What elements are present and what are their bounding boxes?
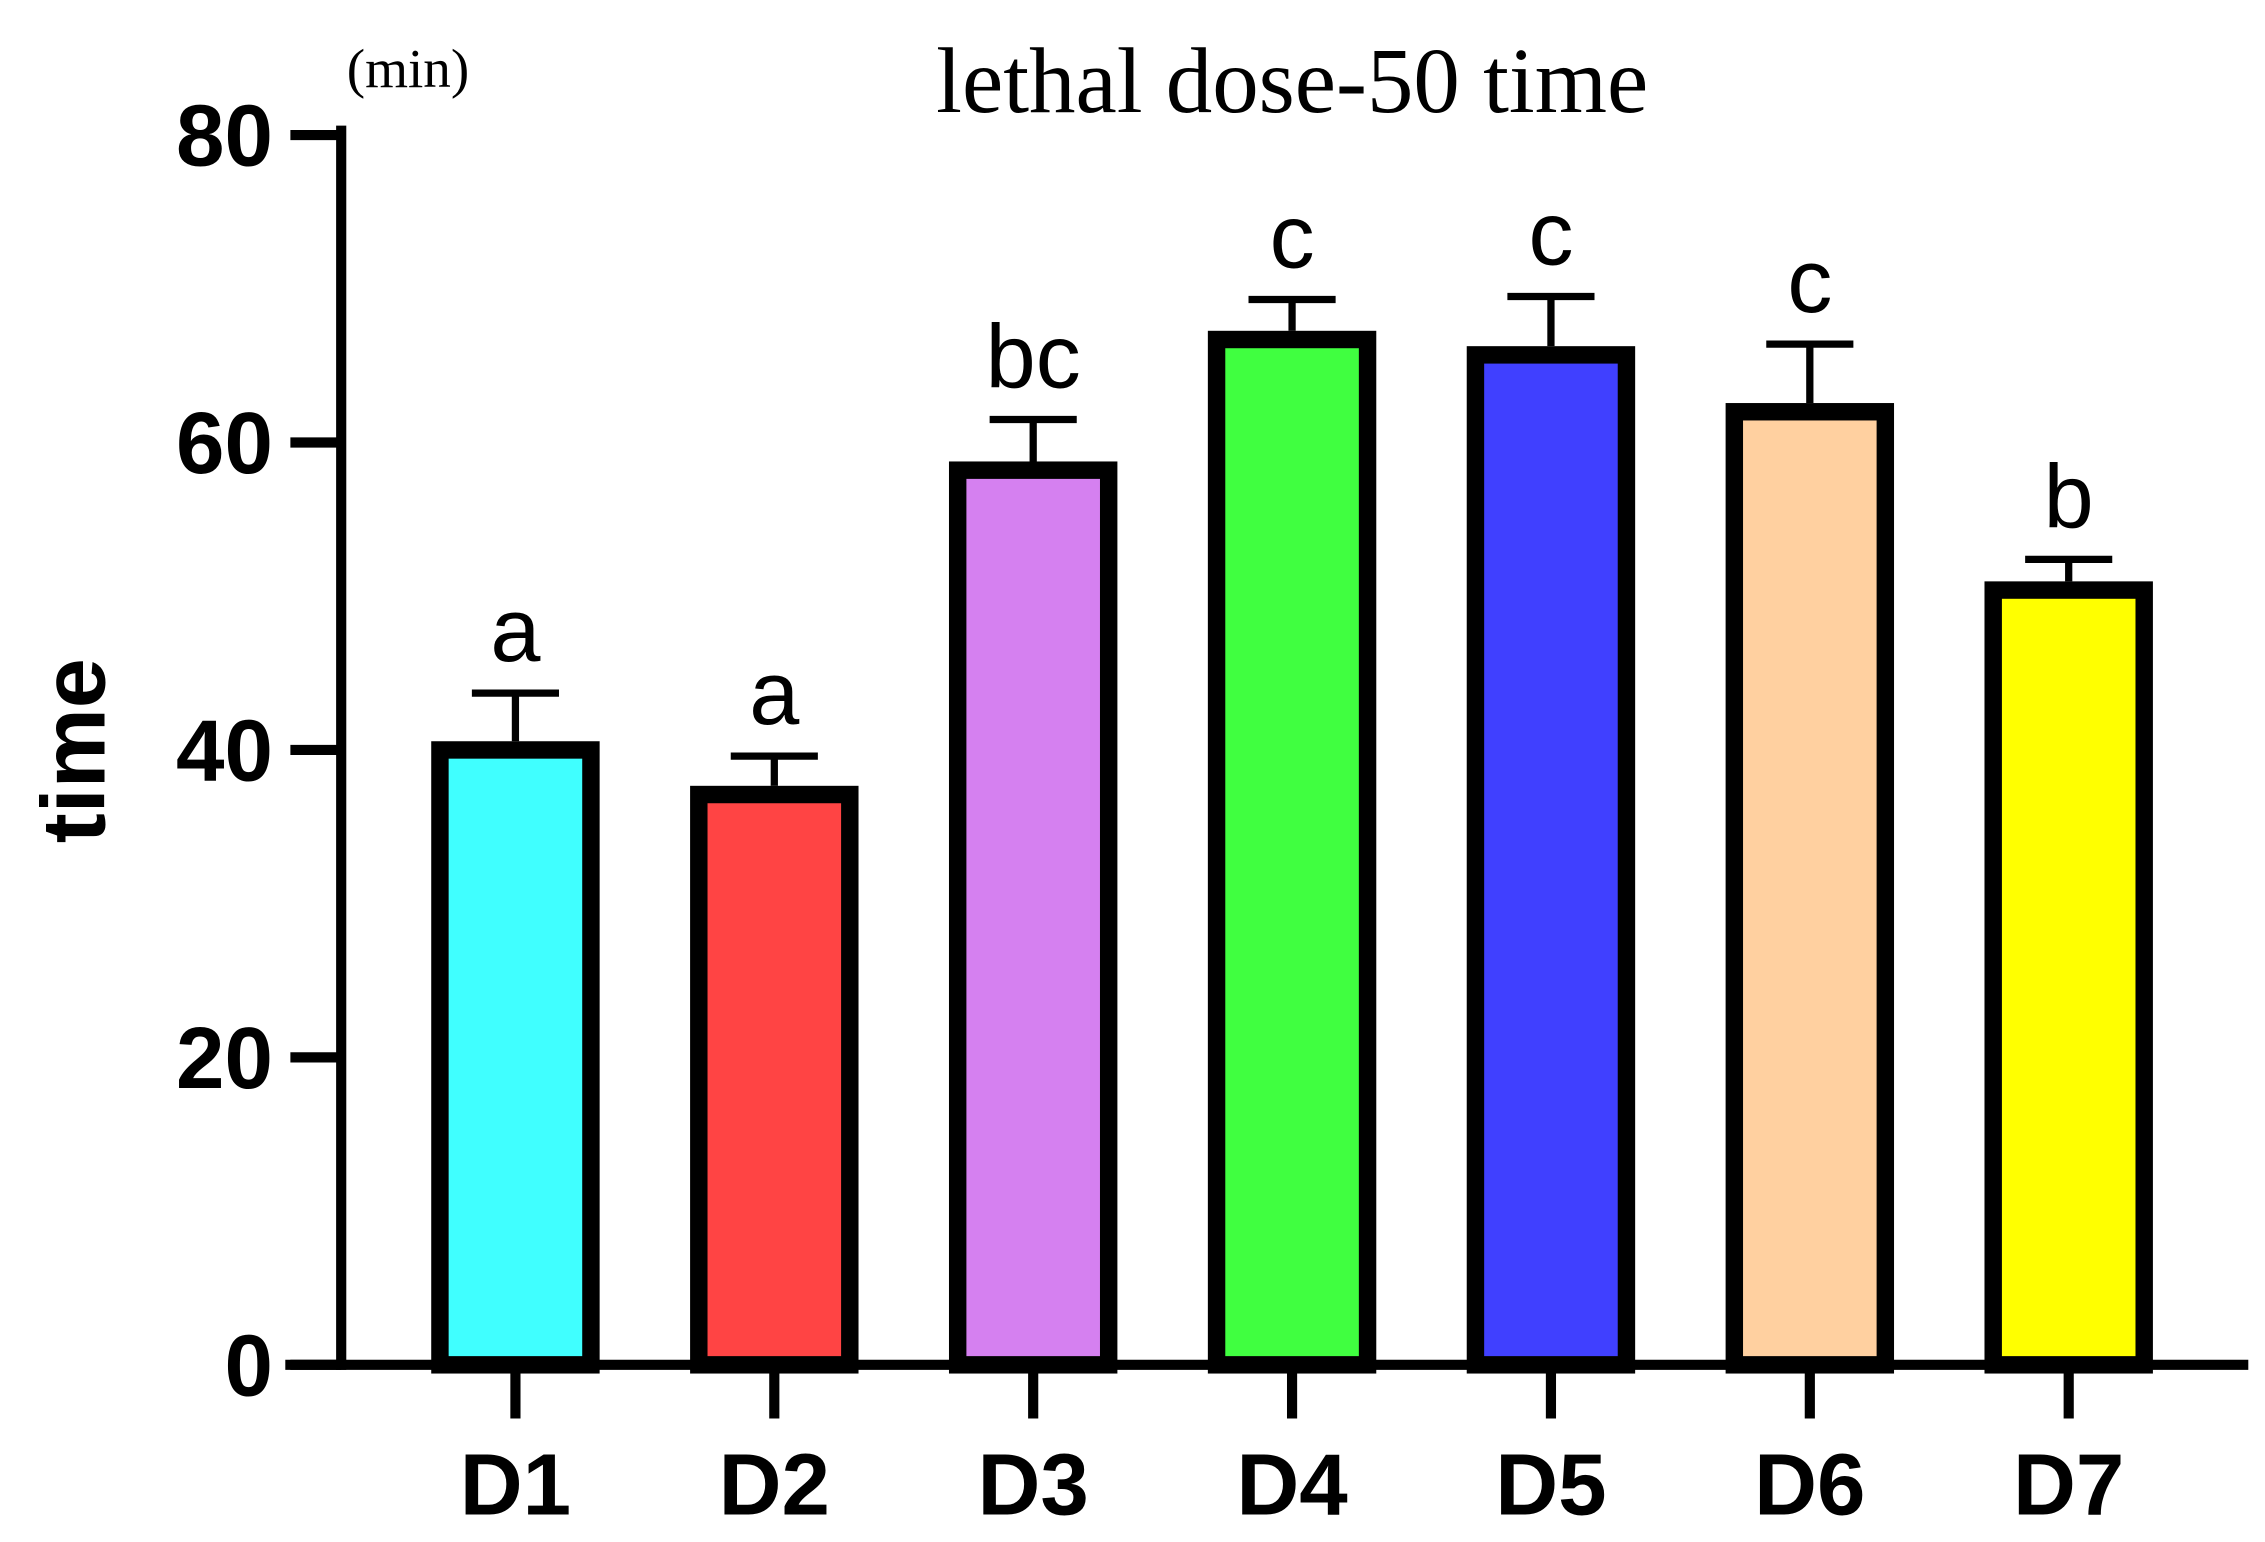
error-bars-layer: [471, 292, 2113, 786]
bars-layer: [431, 330, 2153, 1374]
y-tick-label-20: 20: [176, 1010, 273, 1107]
significance-letter-d4: c: [1270, 188, 1315, 288]
significance-letter-d1: a: [490, 581, 541, 681]
y-axis-unit: (min): [347, 38, 470, 99]
chart-title: lethal dose-50 time: [936, 30, 1648, 133]
bar-d3: [948, 461, 1118, 1374]
x-tick-label-d1: D1: [460, 1436, 571, 1533]
x-tick-label-d7: D7: [2013, 1436, 2124, 1533]
significance-letters-layer: a a bc c c c b: [490, 185, 2093, 745]
significance-letter-d3: bc: [986, 308, 1081, 408]
significance-letter-d6: c: [1787, 232, 1832, 332]
y-tick-label-80: 80: [176, 88, 273, 185]
y-tick-label-40: 40: [176, 702, 273, 799]
y-tick-label-60: 60: [176, 395, 273, 492]
x-tick-label-d5: D5: [1495, 1436, 1606, 1533]
bar-d6: [1725, 403, 1895, 1374]
y-axis-title: time: [25, 658, 125, 843]
axes-layer: D1 D2 D3 D4 D5 D6 D7 0 20 40 60 80: [176, 88, 2249, 1533]
y-tick-label-0: 0: [225, 1317, 273, 1414]
significance-letter-d7: b: [2044, 447, 2094, 547]
significance-letter-d5: c: [1528, 185, 1573, 285]
x-tick-label-d2: D2: [719, 1436, 830, 1533]
significance-letter-d2: a: [749, 644, 800, 744]
x-tick-label-d3: D3: [978, 1436, 1089, 1533]
bar-d2: [690, 785, 859, 1374]
bar-d7: [1984, 581, 2153, 1374]
bar-d1: [431, 741, 600, 1374]
x-tick-label-d6: D6: [1754, 1436, 1865, 1533]
x-tick-label-d4: D4: [1236, 1436, 1347, 1533]
bar-d4: [1207, 330, 1377, 1374]
bar-d5: [1466, 346, 1636, 1374]
